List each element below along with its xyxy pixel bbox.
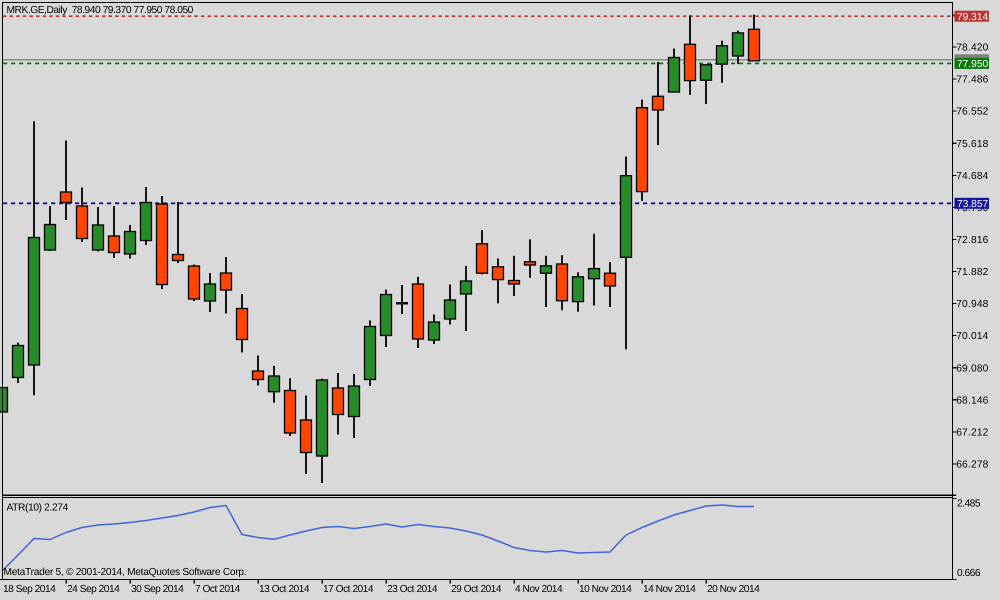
svg-text:67.212: 67.212 — [956, 427, 988, 438]
svg-text:MRK.GE,Daily 78.940 79.370 77: MRK.GE,Daily 78.940 79.370 77.950 78.050 — [7, 5, 194, 16]
svg-text:71.882: 71.882 — [956, 267, 988, 278]
svg-text:ATR(10) 2.274: ATR(10) 2.274 — [7, 503, 69, 514]
svg-text:7 Oct 2014: 7 Oct 2014 — [195, 584, 241, 595]
svg-text:73.857: 73.857 — [957, 199, 988, 210]
svg-text:78.420: 78.420 — [956, 43, 988, 54]
svg-text:70.014: 70.014 — [956, 331, 988, 342]
svg-text:23 Oct 2014: 23 Oct 2014 — [387, 584, 438, 595]
svg-text:79.314: 79.314 — [957, 12, 988, 23]
svg-text:74.684: 74.684 — [956, 171, 988, 182]
svg-text:75.618: 75.618 — [956, 139, 988, 150]
svg-text:MetaTrader 5, © 2001-2014, Met: MetaTrader 5, © 2001-2014, MetaQuotes So… — [4, 567, 247, 578]
svg-text:77.486: 77.486 — [956, 75, 988, 86]
svg-text:77.950: 77.950 — [957, 59, 988, 70]
svg-text:10 Nov 2014: 10 Nov 2014 — [579, 584, 632, 595]
svg-text:4 Nov 2014: 4 Nov 2014 — [515, 584, 563, 595]
svg-text:70.948: 70.948 — [956, 299, 988, 310]
svg-text:17 Oct 2014: 17 Oct 2014 — [323, 584, 374, 595]
svg-text:72.816: 72.816 — [956, 235, 988, 246]
svg-text:66.278: 66.278 — [956, 460, 988, 471]
svg-text:2.485: 2.485 — [957, 499, 981, 510]
svg-text:13 Oct 2014: 13 Oct 2014 — [259, 584, 310, 595]
svg-text:29 Oct 2014: 29 Oct 2014 — [451, 584, 502, 595]
svg-text:14 Nov 2014: 14 Nov 2014 — [643, 584, 696, 595]
svg-text:0.666: 0.666 — [957, 568, 981, 579]
svg-text:68.146: 68.146 — [956, 395, 988, 406]
svg-text:76.552: 76.552 — [956, 107, 988, 118]
svg-text:30 Sep 2014: 30 Sep 2014 — [131, 584, 184, 595]
svg-text:18 Sep 2014: 18 Sep 2014 — [3, 584, 56, 595]
svg-text:69.080: 69.080 — [956, 363, 988, 374]
svg-text:20 Nov 2014: 20 Nov 2014 — [707, 584, 760, 595]
svg-text:24 Sep 2014: 24 Sep 2014 — [67, 584, 120, 595]
